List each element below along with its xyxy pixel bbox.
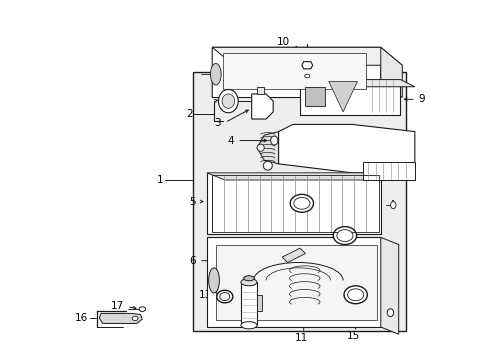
Polygon shape: [251, 94, 273, 119]
Bar: [223, 53, 366, 89]
Ellipse shape: [257, 144, 264, 151]
Polygon shape: [257, 132, 278, 164]
Bar: [256, 295, 262, 311]
Ellipse shape: [270, 136, 277, 145]
Text: 12: 12: [217, 283, 230, 293]
Polygon shape: [328, 81, 357, 112]
Ellipse shape: [241, 321, 257, 329]
Ellipse shape: [243, 276, 254, 281]
Text: 17: 17: [111, 301, 124, 311]
Polygon shape: [274, 248, 333, 309]
Text: 4: 4: [226, 136, 233, 145]
Polygon shape: [282, 248, 305, 262]
Text: 7: 7: [250, 270, 257, 280]
Polygon shape: [215, 244, 376, 320]
Text: 8: 8: [309, 195, 316, 205]
Polygon shape: [278, 125, 414, 173]
Polygon shape: [212, 47, 402, 65]
Text: 15: 15: [346, 331, 360, 341]
Ellipse shape: [218, 89, 238, 113]
Ellipse shape: [222, 94, 234, 108]
Polygon shape: [212, 47, 380, 98]
Text: 11: 11: [295, 333, 308, 343]
Ellipse shape: [333, 226, 356, 244]
Text: 2: 2: [185, 109, 192, 119]
Ellipse shape: [336, 230, 352, 242]
Polygon shape: [380, 237, 398, 334]
Ellipse shape: [386, 309, 393, 317]
Text: 6: 6: [189, 256, 196, 266]
Polygon shape: [99, 314, 142, 323]
Ellipse shape: [344, 286, 366, 304]
Ellipse shape: [293, 197, 309, 209]
Text: 14: 14: [307, 218, 321, 228]
Text: 5: 5: [189, 197, 196, 207]
Ellipse shape: [241, 279, 257, 286]
Polygon shape: [380, 47, 402, 98]
Polygon shape: [300, 80, 414, 87]
Polygon shape: [362, 162, 414, 180]
Bar: [192, 72, 405, 330]
Text: 3: 3: [214, 118, 221, 128]
Polygon shape: [206, 237, 380, 327]
Polygon shape: [300, 80, 400, 116]
Text: 9: 9: [418, 94, 424, 104]
Polygon shape: [206, 173, 398, 180]
Polygon shape: [206, 173, 380, 234]
Ellipse shape: [290, 194, 313, 212]
Bar: [212, 175, 378, 232]
Ellipse shape: [390, 202, 395, 209]
Text: 16: 16: [75, 313, 88, 323]
Ellipse shape: [208, 268, 219, 293]
Text: 10: 10: [277, 37, 290, 47]
Text: 1: 1: [157, 175, 163, 185]
Bar: [305, 87, 325, 107]
Text: 13: 13: [199, 291, 212, 301]
Polygon shape: [257, 87, 264, 94]
Ellipse shape: [139, 307, 145, 311]
Ellipse shape: [304, 74, 309, 78]
Ellipse shape: [347, 289, 363, 301]
Ellipse shape: [263, 161, 272, 170]
Ellipse shape: [210, 63, 221, 85]
Ellipse shape: [132, 316, 138, 320]
Polygon shape: [301, 62, 312, 69]
Bar: [241, 282, 257, 325]
